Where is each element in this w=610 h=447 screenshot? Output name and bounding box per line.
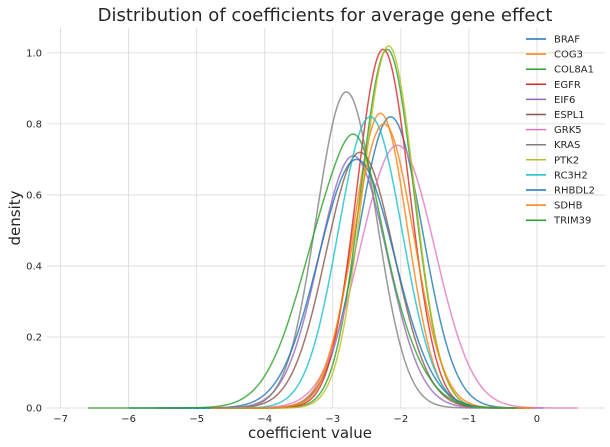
density-curve-sdhb (210, 123, 531, 409)
y-tick-label: 0.8 (26, 119, 42, 130)
legend-label-ptk2: PTK2 (554, 155, 579, 166)
x-tick-label: −4 (257, 414, 272, 425)
x-tick-label: −7 (53, 414, 68, 425)
y-tick-label: 0.4 (26, 261, 42, 272)
x-tick-label: −3 (325, 414, 340, 425)
legend-label-eif6: EIF6 (554, 95, 575, 106)
legend-label-espl1: ESPL1 (554, 110, 585, 121)
legend-label-rhbdl2: RHBDL2 (554, 186, 595, 197)
legend-label-sdhb: SDHB (554, 201, 583, 212)
density-curve-trim39 (87, 133, 517, 409)
legend-label-trim39: TRIM39 (553, 216, 591, 227)
legend: BRAF COG3 COL8A1 EGFR EIF6 ESPL1 GRK5 KRAS PTK2 R… (526, 35, 595, 227)
x-tick-label: 0 (534, 414, 540, 425)
y-tick-label: 1.0 (26, 48, 42, 59)
y-tick-label: 0.2 (26, 332, 42, 343)
x-axis-title: coefficient value (248, 424, 372, 442)
plot-area-background (47, 28, 605, 408)
legend-label-braf: BRAF (554, 35, 580, 46)
legend-label-grk5: GRK5 (554, 125, 582, 136)
x-tick-label: −5 (189, 414, 204, 425)
legend-label-col8a1: COL8A1 (554, 65, 594, 76)
x-tick-label: −6 (121, 414, 136, 425)
y-tick-label: 0.0 (26, 404, 42, 415)
y-axis-title: density (6, 190, 24, 245)
y-tick-label: 0.6 (26, 190, 42, 201)
density-curves (87, 44, 578, 409)
x-tick-label: −2 (393, 414, 408, 425)
legend-label-egfr: EGFR (554, 80, 581, 91)
tick-labels: −7 −6 −5 −4 −3 −2 −1 0 0.0 0.2 0.4 0.6 0.8 1.0 (26, 48, 540, 425)
legend-label-rc3h2: RC3H2 (554, 170, 588, 181)
x-tick-label: −1 (462, 414, 477, 425)
chart-title: Distribution of coefficients for average… (98, 5, 553, 26)
legend-label-cog3: COG3 (554, 50, 583, 61)
legend-label-kras: KRAS (554, 140, 580, 151)
